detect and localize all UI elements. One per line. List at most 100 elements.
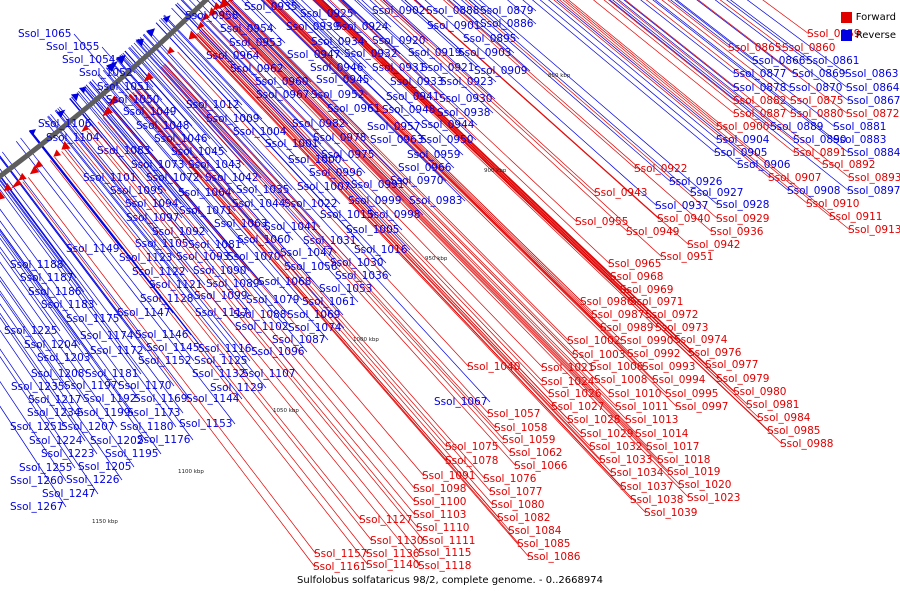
leader-line	[175, 4, 377, 216]
reverse-gene-label: Ssol_1107	[242, 368, 295, 380]
leader-line	[217, 0, 313, 96]
reverse-gene-label: Ssol_1067	[434, 396, 487, 408]
leader-line	[50, 113, 251, 362]
reverse-gene-label: Ssol_0861	[806, 55, 859, 67]
reverse-gene-label: Ssol_1217	[28, 394, 81, 406]
reverse-gene-label: Ssol_1005	[346, 224, 399, 236]
forward-gene-label: Ssol_1057	[487, 408, 540, 420]
forward-gene-label: Ssol_1006	[590, 361, 644, 373]
reverse-gene-label: Ssol_0889	[770, 121, 823, 133]
reverse-gene-label: Ssol_0930	[439, 93, 492, 105]
reverse-gene-label: Ssol_1129	[210, 382, 263, 394]
leader-line	[261, 0, 447, 182]
leader-line	[201, 28, 551, 395]
reverse-gene-label: Ssol_0978	[313, 132, 366, 144]
reverse-gene-label: Ssol_0920	[372, 35, 425, 47]
forward-gene-label: Ssol_1010	[608, 388, 661, 400]
leader-line	[0, 405, 67, 508]
reverse-gene-label: Ssol_1106	[38, 118, 92, 130]
forward-gene-label: Ssol_0951	[660, 251, 713, 263]
reverse-gene-label: Ssol_0945	[316, 74, 369, 86]
reverse-gene-label: Ssol_0991	[351, 179, 404, 191]
leader-line	[443, 0, 637, 170]
leader-line	[270, 0, 594, 316]
reverse-gene-label: Ssol_1047	[280, 247, 333, 259]
leader-line	[176, 2, 354, 188]
reverse-gene-label: Ssol_0975	[321, 149, 374, 161]
leader-line	[267, 0, 630, 355]
reverse-gene-label: Ssol_0863	[845, 68, 898, 80]
reverse-gene-arrow	[146, 28, 156, 37]
reverse-gene-label: Ssol_0958	[185, 10, 238, 22]
leader-line	[593, 0, 736, 115]
reverse-gene-label: Ssol_0923	[440, 76, 493, 88]
reverse-gene-label: Ssol_1144	[186, 393, 240, 405]
forward-gene-label: Ssol_1085	[517, 538, 570, 550]
leader-line	[108, 65, 236, 212]
forward-gene-arrow	[188, 30, 198, 40]
reverse-gene-label: Ssol_1123	[119, 252, 172, 264]
gene-arrows	[0, 0, 235, 200]
leader-line	[120, 54, 271, 225]
leader-line	[97, 121, 416, 503]
reverse-gene-label: Ssol_1096	[251, 346, 305, 358]
forward-gene-arrow	[102, 106, 113, 117]
leader-line	[341, 0, 401, 55]
leader-line	[0, 208, 140, 400]
reverse-gene-label: Ssol_1065	[18, 28, 71, 40]
leader-line	[314, 0, 633, 303]
forward-gene-label: Ssol_1091	[422, 470, 475, 482]
forward-gene-label: Ssol_0977	[705, 359, 758, 371]
leader-line	[285, 0, 344, 56]
forward-gene-label: Ssol_0891	[793, 147, 846, 159]
reverse-gene-label: Ssol_1043	[188, 159, 241, 171]
leader-line	[361, 0, 392, 28]
reverse-gene-label: Ssol_0963	[370, 134, 423, 146]
leader-line	[719, 0, 785, 49]
reverse-gene-label: Ssol_0906	[737, 159, 791, 171]
reverse-gene-label: Ssol_0960	[255, 76, 308, 88]
label-leader-lines	[0, 0, 851, 568]
reverse-gene-label: Ssol_1035	[236, 184, 289, 196]
leader-line	[291, 0, 424, 128]
forward-gene-label: Ssol_0893	[848, 172, 900, 184]
reverse-gene-label: Ssol_0924	[335, 21, 389, 33]
reverse-gene-label: Ssol_1069	[287, 309, 340, 321]
reverse-gene-label: Ssol_1099	[194, 290, 247, 302]
reverse-gene-label: Ssol_1153	[179, 418, 232, 430]
leader-line	[414, 0, 690, 246]
forward-gene-label: Ssol_0936	[710, 226, 764, 238]
leader-line	[448, 0, 531, 72]
leader-line	[0, 261, 118, 428]
leader-line	[69, 97, 192, 245]
reverse-gene-label: Ssol_1117	[195, 307, 248, 319]
reverse-gene-label: Ssol_1051	[97, 81, 150, 93]
reverse-gene-label: Ssol_0961	[327, 103, 380, 115]
leader-line	[115, 58, 235, 194]
reverse-gene-arrow	[78, 86, 87, 94]
leader-line	[0, 316, 86, 442]
leader-line	[0, 180, 194, 441]
leader-line	[539, 0, 740, 166]
reverse-gene-label: Ssol_0878	[733, 82, 786, 94]
forward-gene-label: Ssol_0993	[642, 361, 695, 373]
reverse-gene-label: Ssol_0939	[286, 21, 339, 33]
leader-line	[661, 0, 793, 102]
forward-gene-arrow	[218, 0, 230, 10]
forward-gene-label: Ssol_1011	[615, 401, 668, 413]
reverse-gene-label: Ssol_1048	[136, 120, 189, 132]
leader-line	[161, 66, 512, 454]
leader-line	[288, 0, 373, 81]
reverse-gene-label: Ssol_1056	[284, 261, 338, 273]
forward-gene-label: Ssol_1026	[548, 388, 602, 400]
forward-gene-label: Ssol_1100	[413, 496, 466, 508]
forward-gene-arrow	[167, 46, 175, 54]
reverse-gene-label: Ssol_0870	[789, 82, 842, 94]
leader-line	[746, 0, 848, 75]
reverse-gene-label: Ssol_0869	[792, 68, 845, 80]
leader-line	[133, 42, 245, 166]
leader-line	[134, 90, 448, 448]
tick-label: 1150 kbp	[92, 519, 118, 525]
leader-line	[0, 155, 175, 387]
leader-line	[84, 85, 209, 233]
